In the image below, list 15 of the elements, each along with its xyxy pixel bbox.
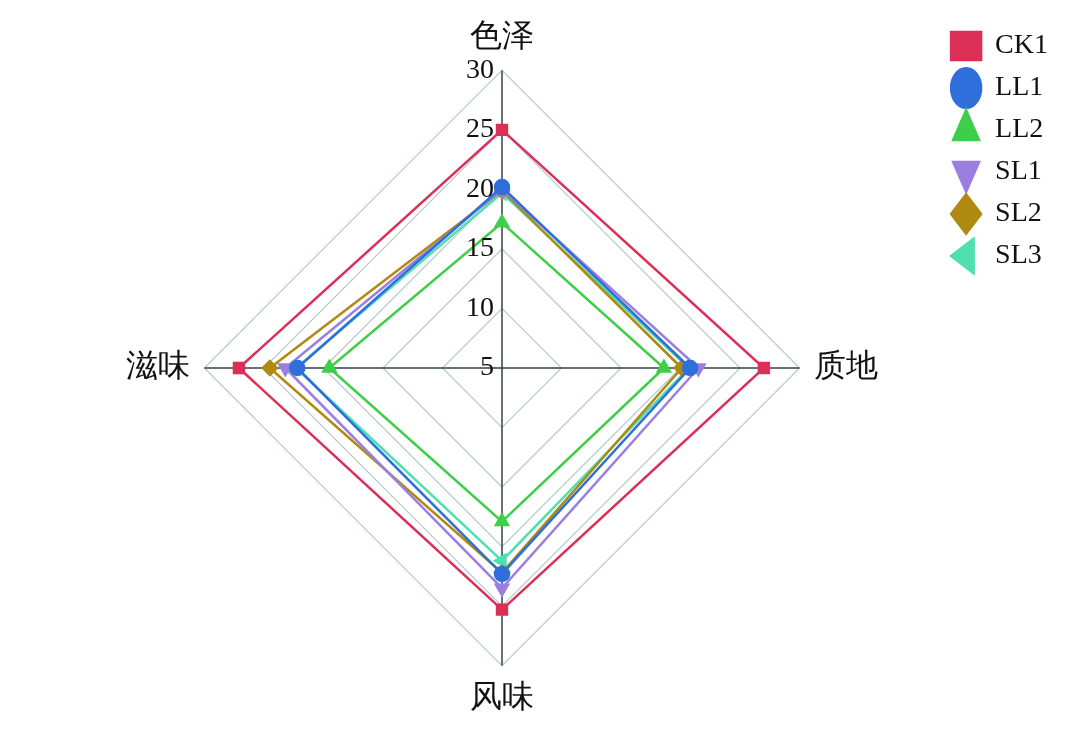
legend-label: LL1 bbox=[995, 70, 1044, 102]
y-tick-label: 30 bbox=[466, 52, 494, 84]
spoke-label: 色泽 bbox=[470, 16, 534, 53]
spoke-label: 风味 bbox=[470, 678, 534, 715]
legend-label: SL1 bbox=[995, 154, 1042, 186]
y-tick-label: 10 bbox=[466, 290, 494, 322]
legend-label: CK1 bbox=[995, 28, 1049, 60]
y-tick-label: 25 bbox=[466, 112, 494, 144]
spoke-label: 质地 bbox=[813, 347, 878, 384]
spoke-label: 滋味 bbox=[126, 347, 191, 384]
legend-label: LL2 bbox=[995, 112, 1044, 144]
legend-label: SL2 bbox=[995, 196, 1042, 228]
y-tick-label: 15 bbox=[466, 231, 494, 263]
legend-label: SL3 bbox=[995, 238, 1042, 270]
y-tick-label: 20 bbox=[466, 171, 494, 203]
